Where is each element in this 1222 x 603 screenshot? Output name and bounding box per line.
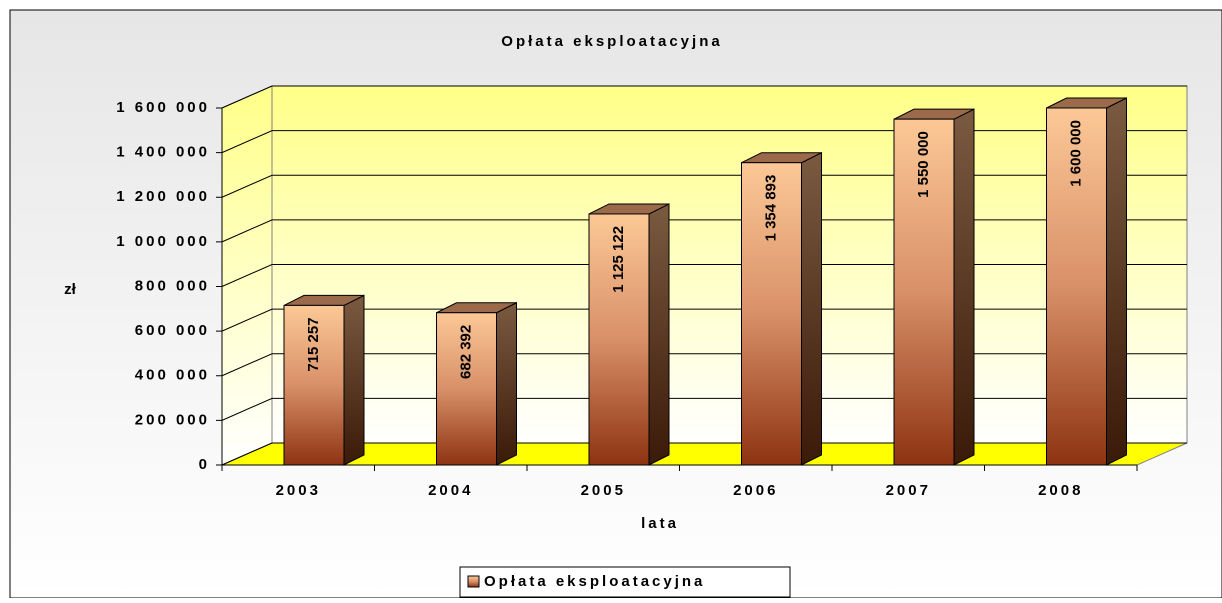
- legend-label: Opłata eksploatacyjna: [484, 573, 705, 590]
- x-tick-label: 2005: [581, 482, 626, 499]
- x-tick-label: 2008: [1038, 482, 1083, 499]
- chart-title: Opłata eksploatacyjna: [501, 33, 722, 50]
- bar-side: [496, 301, 517, 466]
- bar: [741, 162, 802, 466]
- y-tick-label: 1 200 000: [116, 188, 210, 205]
- value-label: 1 600 000: [1067, 120, 1084, 187]
- bar-side: [953, 108, 975, 466]
- grid-line: [221, 219, 1187, 243]
- y-tick-label: 1 600 000: [116, 99, 210, 116]
- x-tick-label: 2007: [886, 482, 931, 499]
- bar-side: [1106, 97, 1127, 466]
- bar: [436, 312, 497, 466]
- y-tick-label: 800 000: [135, 277, 210, 294]
- value-label: 682 392: [457, 325, 474, 379]
- bar-side: [343, 294, 365, 466]
- grid-line: [221, 174, 1187, 198]
- y-tick-label: 600 000: [135, 322, 210, 339]
- bar: [588, 213, 650, 466]
- x-tick-label: 2003: [276, 482, 321, 499]
- value-label: 1 125 122: [610, 226, 627, 293]
- bar-side: [801, 151, 822, 466]
- value-label: 1 354 893: [762, 175, 779, 242]
- grid-line: [221, 130, 1187, 154]
- floor: [221, 442, 1188, 466]
- x-axis-label: lata: [641, 515, 679, 532]
- y-tick-label: 200 000: [135, 411, 210, 428]
- bar: [1046, 107, 1107, 466]
- grid-line: [221, 85, 1187, 109]
- bar-side: [648, 203, 670, 466]
- y-tick-label: 400 000: [135, 367, 210, 384]
- value-label: 715 257: [305, 317, 322, 371]
- legend-swatch: [467, 575, 480, 588]
- y-tick-label: 1 400 000: [116, 144, 210, 161]
- grid-line: [221, 442, 1187, 466]
- y-tick-label: 0: [199, 456, 210, 473]
- bar: [893, 118, 955, 466]
- legend-box: [459, 566, 791, 598]
- value-label: 1 550 000: [915, 131, 932, 198]
- grid-line: [221, 353, 1187, 377]
- y-tick-label: 1 000 000: [116, 233, 210, 250]
- grid-line: [221, 308, 1187, 332]
- grid-line: [221, 264, 1187, 287]
- x-tick-label: 2006: [733, 482, 778, 499]
- grid-line: [221, 397, 1187, 421]
- bar: [283, 304, 345, 466]
- y-axis-label: zł: [64, 281, 77, 298]
- legend: Opłata eksploatacyjna: [459, 566, 791, 598]
- x-tick-label: 2004: [428, 482, 473, 499]
